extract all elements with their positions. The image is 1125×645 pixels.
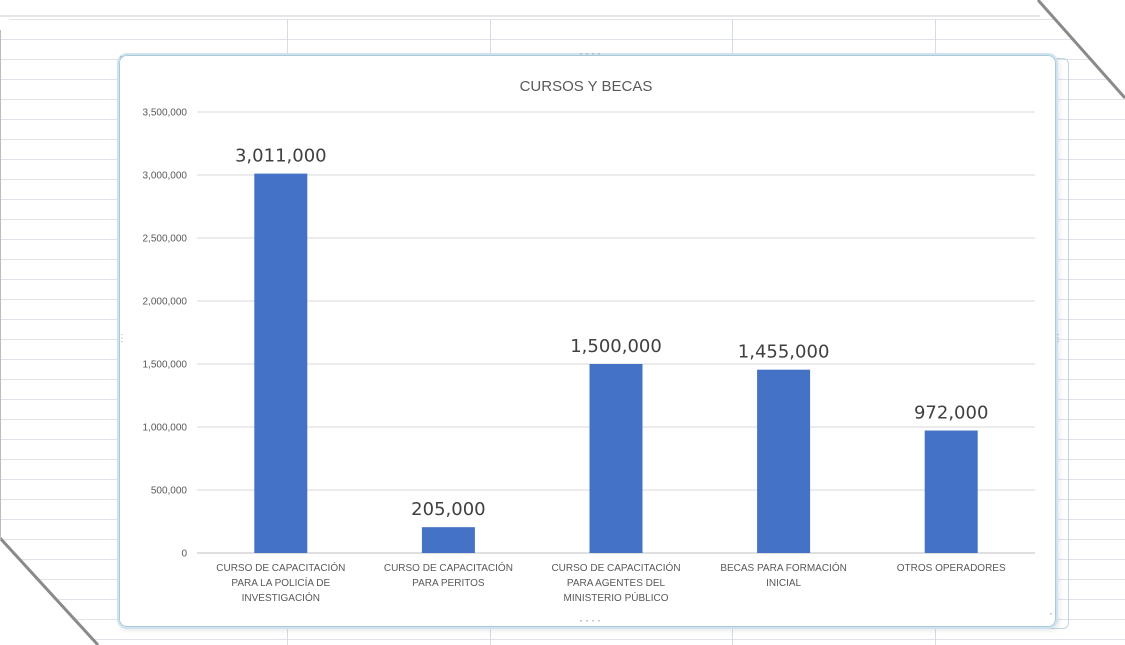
data-label: 972,000 bbox=[914, 403, 988, 424]
bar[interactable] bbox=[254, 173, 308, 553]
bar[interactable] bbox=[589, 364, 643, 553]
resize-handle-top[interactable]: ···· bbox=[578, 49, 603, 60]
resize-handle-bottom[interactable]: ···· bbox=[578, 616, 603, 627]
category-label-line: OTROS OPERADORES bbox=[897, 563, 1006, 574]
category-label-line: BECAS PARA FORMACIÓN bbox=[720, 561, 847, 574]
category-label-line: CURSO DE CAPACITACIÓN bbox=[384, 561, 513, 574]
y-tick-label: 0 bbox=[181, 549, 187, 560]
category-label-line: PARA LA POLICÍA DE bbox=[231, 576, 330, 589]
category-label: OTROS OPERADORES bbox=[897, 563, 1006, 574]
resize-handle-bottom-right[interactable]: · bbox=[1048, 609, 1055, 620]
y-tick-label: 3,500,000 bbox=[143, 108, 188, 119]
data-label: 1,500,000 bbox=[570, 336, 662, 357]
y-tick-label: 3,000,000 bbox=[143, 171, 188, 182]
data-label: 1,455,000 bbox=[738, 342, 830, 363]
resize-handle-top-left[interactable]: · bbox=[118, 52, 125, 63]
category-label-line: PARA PERITOS bbox=[412, 578, 485, 589]
category-label-line: CURSO DE CAPACITACIÓN bbox=[551, 561, 680, 574]
y-tick-label: 500,000 bbox=[151, 486, 188, 497]
resize-handle-right[interactable]: ⋮ bbox=[1053, 333, 1063, 344]
category-label-line: INVESTIGACIÓN bbox=[242, 591, 320, 604]
category-label: CURSO DE CAPACITACIÓN PARA AGENTES DEL MIN… bbox=[551, 561, 680, 604]
bar[interactable] bbox=[757, 369, 811, 553]
category-label-line: MINISTERIO PÚBLICO bbox=[563, 591, 668, 604]
y-tick-label: 1,500,000 bbox=[143, 360, 188, 371]
category-label-line: CURSO DE CAPACITACIÓN bbox=[216, 561, 345, 574]
category-label: CURSO DE CAPACITACIÓN PARA PERITOS bbox=[384, 561, 513, 589]
chart-title: CURSOS Y BECAS bbox=[520, 78, 653, 95]
y-tick-label: 2,000,000 bbox=[143, 297, 188, 308]
data-label: 205,000 bbox=[411, 499, 485, 520]
y-tick-label: 2,500,000 bbox=[143, 234, 188, 245]
category-label: BECAS PARA FORMACIÓN INICIAL bbox=[720, 561, 847, 589]
bar[interactable] bbox=[421, 527, 475, 553]
y-tick-label: 1,000,000 bbox=[143, 423, 188, 434]
category-label-line: PARA AGENTES DEL bbox=[567, 578, 666, 589]
category-label: CURSO DE CAPACITACIÓN PARA LA POLICÍA DE I… bbox=[216, 561, 345, 604]
resize-handle-left[interactable]: ⋮ bbox=[117, 333, 127, 344]
category-label-line: INICIAL bbox=[766, 578, 801, 589]
data-label: 3,011,000 bbox=[235, 146, 327, 167]
bar[interactable] bbox=[924, 430, 978, 553]
